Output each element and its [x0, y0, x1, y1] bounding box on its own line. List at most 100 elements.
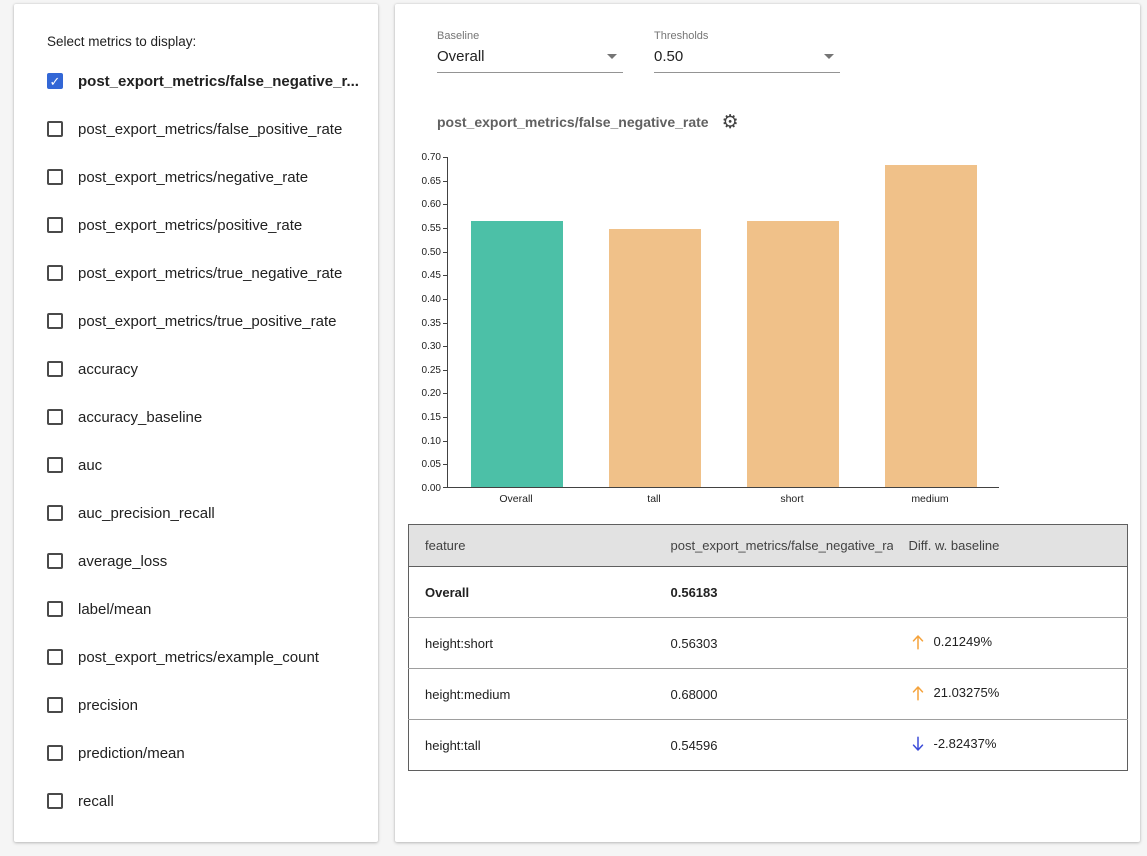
baseline-label: Baseline — [437, 30, 480, 42]
controls-bar: Baseline Overall Thresholds 0.50 — [437, 30, 1140, 73]
metric-checkbox-item[interactable]: post_export_metrics/example_count — [47, 648, 362, 666]
checkbox-unchecked-icon[interactable] — [47, 217, 63, 233]
bar-short[interactable] — [747, 220, 839, 487]
table-row[interactable]: height:medium 0.68000 21.03275% — [408, 668, 1128, 720]
checkbox-unchecked-icon[interactable] — [47, 313, 63, 329]
metric-checkbox-item[interactable]: average_loss — [47, 552, 362, 570]
y-tick-label: 0.35 — [421, 317, 441, 329]
metric-checkbox-item[interactable]: auc — [47, 456, 362, 474]
y-tick-label: 0.50 — [421, 246, 441, 258]
checkbox-unchecked-icon[interactable] — [47, 265, 63, 281]
checkbox-unchecked-icon[interactable] — [47, 745, 63, 761]
bar-medium[interactable] — [885, 165, 977, 487]
metric-checkbox-item[interactable]: post_export_metrics/negative_rate — [47, 168, 362, 186]
y-tick-mark — [443, 298, 448, 300]
metric-checkbox-item[interactable]: post_export_metrics/true_positive_rate — [47, 312, 362, 330]
checkbox-unchecked-icon[interactable] — [47, 361, 63, 377]
checkbox-unchecked-icon[interactable] — [47, 505, 63, 521]
metric-checkbox-item[interactable]: ✓ post_export_metrics/false_negative_r... — [47, 72, 362, 90]
checkbox-unchecked-icon[interactable] — [47, 169, 63, 185]
metric-label: post_export_metrics/true_negative_rate — [78, 264, 343, 282]
settings-gear-icon[interactable]: ⚙ — [721, 111, 739, 133]
metric-value-cell: 0.54596 — [654, 719, 893, 771]
metrics-panel-title: Select metrics to display: — [47, 34, 197, 49]
chart-y-axis: 0.00 0.05 0.10 0.15 0.20 0.25 0.30 0.35 0.40 0.45… — [403, 152, 447, 494]
metric-checkbox-item[interactable]: precision — [47, 696, 362, 714]
baseline-control: Baseline Overall — [437, 30, 623, 73]
y-tick-mark — [443, 157, 448, 158]
metric-checkbox-item[interactable]: label/mean — [47, 600, 362, 618]
metric-list: ✓ post_export_metrics/false_negative_r...… — [47, 72, 362, 810]
checkbox-unchecked-icon[interactable] — [47, 649, 63, 665]
metric-checkbox-item[interactable]: post_export_metrics/positive_rate — [47, 216, 362, 234]
y-tick-label: 0.25 — [421, 364, 441, 376]
metric-label: label/mean — [78, 600, 152, 618]
trend-up-icon — [912, 685, 923, 700]
metric-checkbox-item[interactable]: accuracy_baseline — [47, 408, 362, 426]
y-tick-label: 0.10 — [421, 435, 441, 447]
y-tick-mark — [443, 440, 448, 442]
y-tick-mark — [443, 322, 448, 324]
y-tick-mark — [443, 180, 448, 182]
metric-label: prediction/mean — [78, 744, 185, 762]
thresholds-dropdown[interactable]: 0.50 — [654, 45, 840, 73]
checkbox-unchecked-icon[interactable] — [47, 793, 63, 809]
metric-label: post_export_metrics/positive_rate — [78, 216, 303, 234]
metric-label: average_loss — [78, 552, 168, 570]
chart-plot-area — [443, 157, 999, 488]
y-tick-mark — [443, 251, 448, 253]
checkbox-unchecked-icon[interactable] — [47, 553, 63, 569]
x-tick-label: short — [780, 493, 804, 505]
metric-checkbox-item[interactable]: prediction/mean — [47, 744, 362, 762]
metric-label: post_export_metrics/false_negative_r... — [78, 72, 359, 90]
table-header-0: feature — [408, 524, 655, 567]
table-header-1: post_export_metrics/false_negative_rat..… — [654, 524, 893, 567]
chevron-down-icon — [824, 54, 834, 59]
metric-label: post_export_metrics/false_positive_rate — [78, 120, 343, 138]
chevron-down-icon — [607, 54, 617, 59]
table-row[interactable]: height:short 0.56303 0.21249% — [408, 617, 1128, 669]
metric-label: auc_precision_recall — [78, 504, 215, 522]
checkbox-unchecked-icon[interactable] — [47, 457, 63, 473]
checkbox-checked-icon[interactable]: ✓ — [47, 73, 63, 89]
diff-cell: 0.21249% — [892, 617, 1128, 669]
y-tick-mark — [443, 393, 448, 395]
y-tick-label: 0.65 — [421, 175, 441, 187]
chart-title: post_export_metrics/false_negative_rate — [437, 114, 709, 130]
feature-cell: height:medium — [408, 668, 655, 720]
y-tick-mark — [443, 227, 448, 229]
chart-header: post_export_metrics/false_negative_rate … — [437, 111, 1140, 133]
metric-checkbox-item[interactable]: auc_precision_recall — [47, 504, 362, 522]
y-tick-mark — [443, 487, 448, 488]
bar-tall[interactable] — [609, 228, 701, 487]
y-tick-label: 0.00 — [421, 483, 441, 494]
y-tick-label: 0.15 — [421, 412, 441, 424]
y-tick-mark — [443, 417, 448, 419]
checkbox-unchecked-icon[interactable] — [47, 697, 63, 713]
metric-checkbox-item[interactable]: post_export_metrics/true_negative_rate — [47, 264, 362, 282]
metric-checkbox-item[interactable]: recall — [47, 792, 362, 810]
thresholds-label: Thresholds — [654, 30, 709, 42]
metric-checkbox-item[interactable]: post_export_metrics/false_positive_rate — [47, 120, 362, 138]
table-header-2: Diff. w. baseline — [892, 524, 1128, 567]
diff-value: 0.21249% — [933, 634, 993, 649]
metric-label: accuracy — [78, 360, 139, 378]
checkbox-unchecked-icon[interactable] — [47, 121, 63, 137]
metric-label: precision — [78, 696, 139, 714]
checkbox-unchecked-icon[interactable] — [47, 601, 63, 617]
baseline-dropdown-value: Overall — [437, 48, 485, 65]
table-header-row: feature post_export_metrics/false_negativ… — [408, 524, 1128, 567]
diff-value: 21.03275% — [933, 685, 1000, 700]
metric-checkbox-item[interactable]: accuracy — [47, 360, 362, 378]
thresholds-control: Thresholds 0.50 — [654, 30, 840, 73]
checkbox-unchecked-icon[interactable] — [47, 409, 63, 425]
metric-label: accuracy_baseline — [78, 408, 203, 426]
y-tick-mark — [443, 369, 448, 371]
y-tick-mark — [443, 275, 448, 277]
table-row[interactable]: Overall 0.56183 — [408, 566, 1128, 618]
y-tick-label: 0.55 — [421, 222, 441, 234]
bar-Overall[interactable] — [471, 221, 563, 487]
y-tick-label: 0.70 — [421, 152, 441, 163]
baseline-dropdown[interactable]: Overall — [437, 45, 623, 73]
table-row[interactable]: height:tall 0.54596 -2.82437% — [408, 719, 1128, 771]
